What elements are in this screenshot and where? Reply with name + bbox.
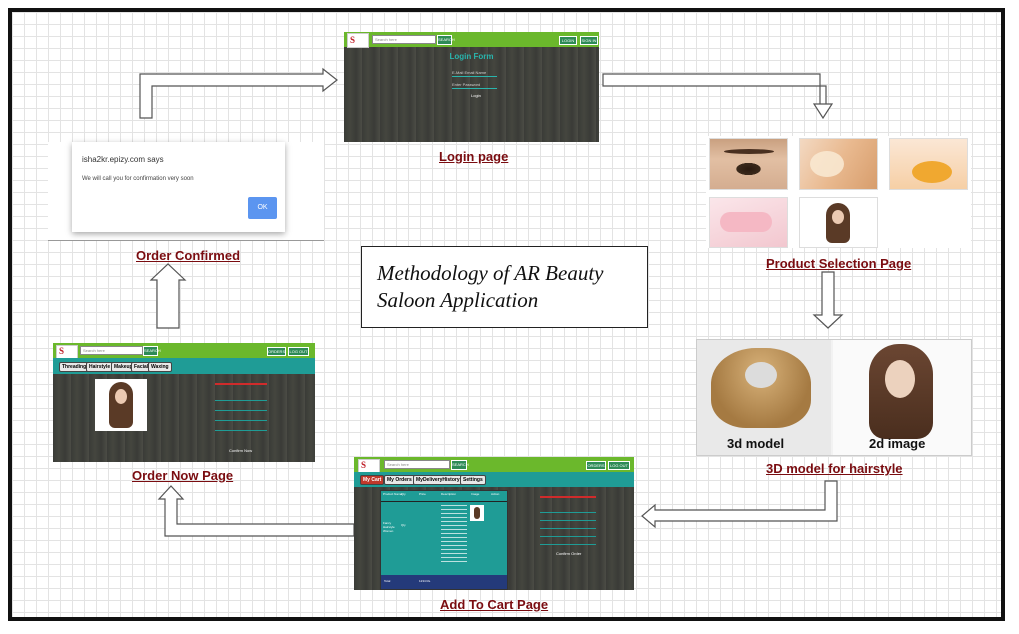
search-input[interactable]: Search here: [80, 346, 143, 355]
cart-total-value: 1234 Rs.: [419, 579, 432, 583]
confirm-now-button[interactable]: Confirm Now: [229, 448, 253, 453]
label-2d-image: 2d image: [869, 436, 926, 451]
tab-delivery-history[interactable]: MyDeliveryHistory: [413, 475, 463, 485]
facial-photo: [799, 138, 878, 190]
cart-table: Product Name Qty Price Description Image…: [380, 490, 508, 590]
product-selection-panel: [706, 136, 971, 248]
caption-cart: Add To Cart Page: [440, 597, 549, 612]
cart-row-description: [441, 505, 467, 565]
cart-row-qty: Qty: [401, 523, 406, 527]
order-confirmed-panel: isha2kr.epizy.com says We will call you …: [48, 142, 324, 241]
cart-row-name: Fancy Hairstyle Women: [383, 521, 395, 533]
tab-waxing[interactable]: Waxing: [148, 362, 172, 372]
search-input[interactable]: Search here: [372, 35, 436, 44]
label-3d-model: 3d model: [727, 436, 785, 451]
login-form-title: Login Form: [449, 52, 494, 61]
confirmation-dialog: isha2kr.epizy.com says We will call you …: [72, 142, 285, 232]
cart-total-row: Total 1234 Rs.: [381, 575, 507, 589]
signup-nav-button[interactable]: SIGN IN: [580, 36, 598, 45]
tab-hairstyle[interactable]: Hairstyle: [86, 362, 114, 372]
saloon-logo: S: [358, 459, 380, 473]
ordernow-product-image: [95, 379, 147, 431]
header-price: Price: [419, 492, 426, 496]
cart-side-fields: [540, 505, 596, 545]
orders-nav-button[interactable]: ORDERS: [586, 461, 606, 470]
model-3d-panel: 3d model 2d image: [696, 339, 972, 456]
tab-my-cart[interactable]: My Cart: [360, 475, 385, 485]
login-password-underline: [452, 84, 497, 89]
arrow-login-to-product: [602, 73, 834, 120]
model-2d-view: 2d image: [833, 340, 971, 455]
login-email-field[interactable]: E-Mail Email Name: [452, 70, 487, 75]
search-button[interactable]: SEARCH: [143, 346, 161, 356]
hair-3d-model: [711, 348, 811, 428]
methodology-title-box: Methodology of AR Beauty Saloon Applicat…: [361, 246, 648, 328]
cart-page-screenshot: S Search here SEARCH ORDERS LOG OUT My C…: [354, 457, 634, 590]
confirm-order-button[interactable]: Confirm Order: [556, 551, 582, 556]
header-qty: Qty: [401, 492, 406, 496]
header-product: Product Name: [383, 492, 403, 496]
login-page-screenshot: S Search here SEARCH LOGIN SIGN IN Login…: [344, 32, 599, 142]
caption-login: Login page: [439, 149, 509, 164]
login-password-field[interactable]: Enter Password: [452, 82, 481, 87]
dialog-message: We will call you for confirmation very s…: [82, 176, 194, 182]
head-mannequin: [745, 362, 777, 388]
search-button[interactable]: SEARCH: [451, 460, 469, 470]
search-input[interactable]: Search here: [384, 460, 450, 469]
tab-threading[interactable]: Threading: [59, 362, 90, 372]
hairstyle-photo: [799, 197, 878, 248]
cart-total-label: Total: [384, 579, 391, 583]
header-description: Description: [441, 492, 457, 496]
title-line-2: Saloon Application: [377, 288, 539, 312]
caption-order-confirmed: Order Confirmed: [136, 248, 241, 263]
ordernow-fields: [215, 391, 267, 439]
orders-nav-button[interactable]: ORDERS: [267, 347, 286, 356]
title-line-1: Methodology of AR Beauty: [377, 261, 604, 285]
arrow-cart-to-ordernow: [157, 485, 355, 537]
dialog-site: isha2kr.epizy.com says: [82, 155, 164, 164]
cart-row-image: [470, 505, 484, 521]
arrow-ordernow-to-confirmed: [149, 263, 187, 329]
nails-photo: [709, 197, 788, 248]
logout-nav-button[interactable]: LOG OUT: [288, 347, 309, 356]
search-button[interactable]: SEARCH: [437, 35, 455, 45]
model-3d-view: 3d model: [697, 340, 831, 455]
dialog-ok-button[interactable]: OK: [248, 197, 277, 219]
caption-product: Product Selection Page: [766, 256, 912, 271]
arrow-3d-to-cart: [641, 480, 838, 529]
tab-my-orders[interactable]: My Orders: [384, 475, 415, 485]
caption-3d-model: 3D model for hairstyle: [766, 461, 903, 476]
login-email-underline: [452, 72, 497, 77]
face-2d: [885, 360, 915, 398]
login-submit-button[interactable]: Login: [471, 93, 481, 98]
arrow-confirmed-to-login: [139, 67, 338, 119]
cart-table-header: Product Name Qty Price Description Image…: [381, 491, 507, 502]
saloon-logo: S: [56, 345, 78, 359]
tab-settings[interactable]: Settings: [460, 475, 486, 485]
logout-nav-button[interactable]: LOG OUT: [608, 461, 630, 470]
header-action: Action: [491, 492, 500, 496]
waxing-photo: [889, 138, 968, 190]
cart-side-red-heading: [540, 496, 596, 498]
saloon-logo: S: [347, 33, 369, 48]
login-nav-button[interactable]: LOGIN: [559, 36, 577, 45]
ordernow-red-heading: [215, 383, 267, 385]
threading-photo: [709, 138, 788, 190]
order-now-screenshot: S Search here SEARCH ORDERS LOG OUT Thre…: [53, 343, 315, 462]
caption-order-now: Order Now Page: [132, 468, 234, 483]
header-image: Image: [471, 492, 480, 496]
arrow-product-to-3d: [812, 271, 844, 329]
